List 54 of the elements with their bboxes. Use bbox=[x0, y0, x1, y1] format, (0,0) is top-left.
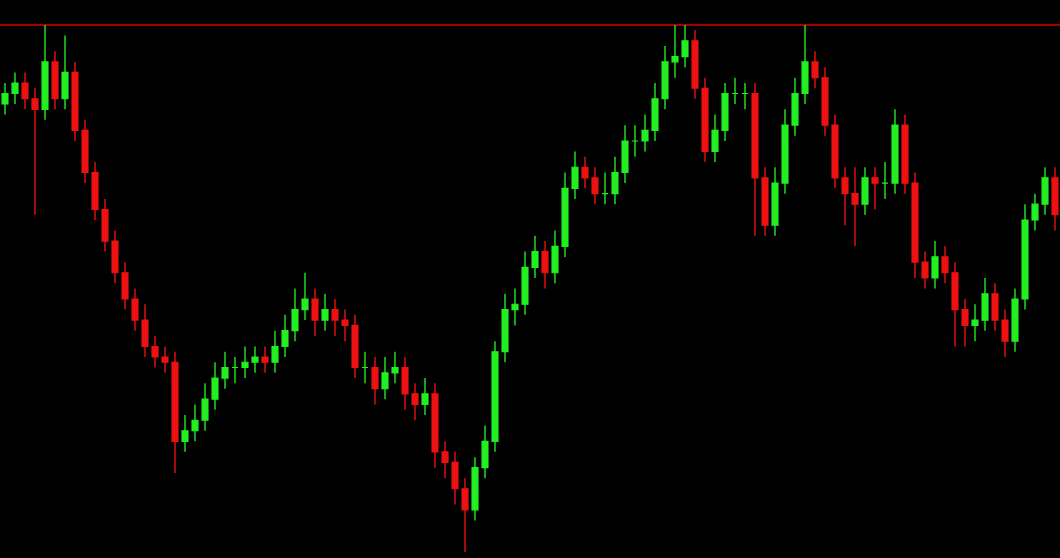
candlestick bbox=[381, 356, 389, 400]
candlestick bbox=[421, 377, 429, 416]
candlestick bbox=[1, 82, 9, 116]
candlestick bbox=[851, 166, 859, 248]
candlestick bbox=[541, 240, 549, 290]
candlestick bbox=[341, 308, 349, 342]
candlestick bbox=[291, 287, 299, 342]
candlestick bbox=[631, 124, 639, 158]
candlestick bbox=[281, 314, 289, 358]
candlestick bbox=[611, 156, 619, 205]
candlestick bbox=[331, 298, 339, 337]
candlestick bbox=[241, 345, 249, 379]
candlestick bbox=[531, 235, 539, 279]
candlestick bbox=[191, 403, 199, 443]
candlestick bbox=[161, 345, 169, 374]
candlestick bbox=[31, 87, 39, 216]
candlestick bbox=[1031, 192, 1039, 232]
candlestick bbox=[211, 361, 219, 411]
candlestick bbox=[921, 250, 929, 290]
candlestick bbox=[641, 113, 649, 153]
candlestick bbox=[581, 156, 589, 190]
candlestick bbox=[811, 50, 819, 89]
candlestick bbox=[881, 161, 889, 200]
candlestick bbox=[681, 25, 689, 68]
candlestick bbox=[971, 303, 979, 342]
candlestick bbox=[441, 440, 449, 479]
candlestick bbox=[21, 71, 29, 111]
candlestick bbox=[461, 477, 469, 552]
candlestick bbox=[311, 287, 319, 337]
candlestick bbox=[321, 293, 329, 332]
candlestick bbox=[961, 298, 969, 348]
candlestick bbox=[711, 113, 719, 163]
candlestick bbox=[871, 166, 879, 211]
candlestick bbox=[931, 240, 939, 290]
candlestick bbox=[411, 382, 419, 421]
candlestick bbox=[301, 271, 309, 321]
candlestick bbox=[1001, 308, 1009, 358]
candlestick bbox=[391, 351, 399, 385]
candlestick bbox=[941, 245, 949, 284]
candlestick bbox=[131, 287, 139, 332]
candlestick bbox=[11, 71, 19, 105]
candlestick bbox=[271, 329, 279, 374]
candlestick bbox=[841, 166, 849, 226]
candlestick bbox=[591, 166, 599, 205]
candlestick bbox=[151, 335, 159, 369]
candlestick bbox=[201, 382, 209, 432]
candlestick bbox=[371, 356, 379, 406]
candlestick bbox=[251, 345, 259, 374]
candlestick bbox=[261, 345, 269, 374]
candlestick bbox=[181, 414, 189, 453]
candlestick bbox=[511, 287, 519, 327]
candlestick bbox=[571, 150, 579, 200]
candlestick bbox=[671, 25, 679, 79]
candlestick bbox=[221, 351, 229, 390]
